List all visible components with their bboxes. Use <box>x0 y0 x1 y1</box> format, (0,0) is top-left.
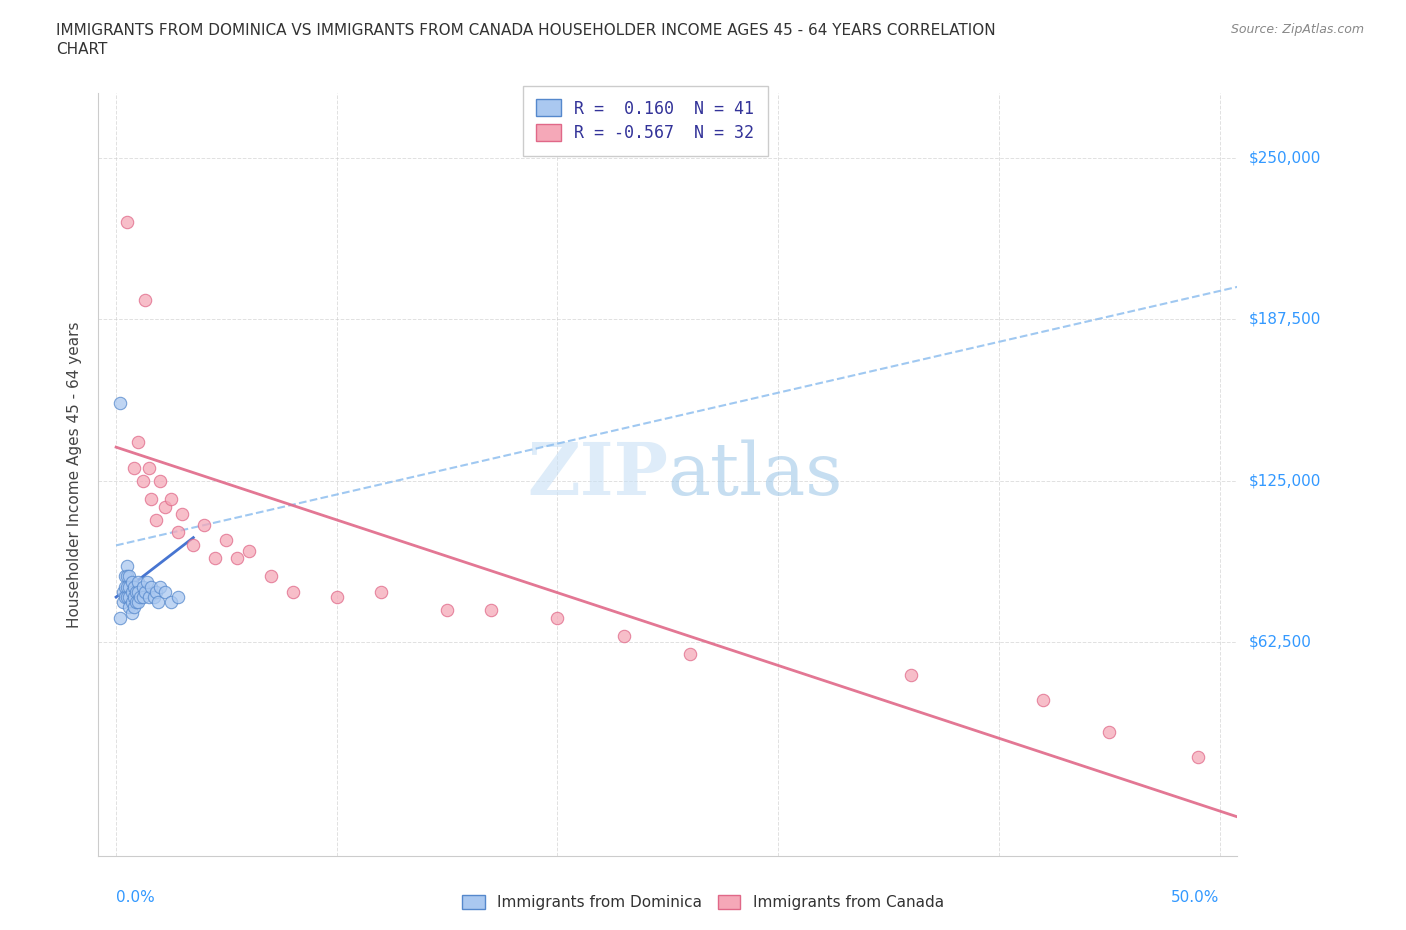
Point <box>238 543 260 558</box>
Point <box>129 590 152 604</box>
Point <box>118 579 141 594</box>
Text: $250,000: $250,000 <box>1249 150 1320 166</box>
Point <box>679 646 702 661</box>
Point <box>110 396 132 411</box>
Point <box>138 590 160 604</box>
Point <box>131 590 153 604</box>
Point <box>121 595 143 610</box>
Point <box>122 460 145 475</box>
Text: 50.0%: 50.0% <box>1171 890 1219 905</box>
Point <box>183 538 205 552</box>
Point <box>136 574 159 589</box>
Point <box>138 460 160 475</box>
Point <box>1032 693 1054 708</box>
Point <box>146 595 169 610</box>
Point <box>160 595 183 610</box>
Point <box>114 590 136 604</box>
Point <box>215 533 238 548</box>
Point <box>141 491 163 506</box>
Point <box>613 629 636 644</box>
Point <box>125 595 148 610</box>
Point <box>118 569 141 584</box>
Point <box>547 610 569 625</box>
Point <box>145 584 167 599</box>
Point <box>193 517 215 532</box>
Point <box>226 551 249 565</box>
Point <box>111 584 134 599</box>
Point <box>1098 724 1121 739</box>
Point <box>167 590 190 604</box>
Point <box>153 499 176 514</box>
Text: $62,500: $62,500 <box>1249 635 1312 650</box>
Point <box>121 584 143 599</box>
Y-axis label: Householder Income Ages 45 - 64 years: Householder Income Ages 45 - 64 years <box>67 321 83 628</box>
Point <box>118 600 141 615</box>
Point <box>115 569 138 584</box>
Point <box>436 603 458 618</box>
Text: $125,000: $125,000 <box>1249 473 1320 488</box>
Text: CHART: CHART <box>56 42 108 57</box>
Point <box>131 473 153 488</box>
Point <box>141 579 163 594</box>
Point <box>326 590 349 604</box>
Point <box>131 579 153 594</box>
Point <box>115 559 138 574</box>
Point <box>127 595 149 610</box>
Point <box>115 590 138 604</box>
Legend: Immigrants from Dominica, Immigrants from Canada: Immigrants from Dominica, Immigrants fro… <box>454 887 952 918</box>
Point <box>121 574 143 589</box>
Point <box>134 584 156 599</box>
Point <box>118 590 141 604</box>
Point <box>172 507 194 522</box>
Point <box>121 605 143 620</box>
Text: 0.0%: 0.0% <box>117 890 155 905</box>
Point <box>167 525 190 540</box>
Point <box>142 590 165 604</box>
Point <box>149 473 172 488</box>
Point <box>259 569 281 584</box>
Text: Source: ZipAtlas.com: Source: ZipAtlas.com <box>1230 23 1364 36</box>
Point <box>115 215 138 230</box>
Text: $187,500: $187,500 <box>1249 312 1320 326</box>
Point <box>114 569 136 584</box>
Text: atlas: atlas <box>668 439 844 510</box>
Point <box>900 667 922 682</box>
Point <box>110 610 132 625</box>
Point <box>114 579 136 594</box>
Point <box>145 512 167 527</box>
Point <box>122 590 145 604</box>
Point <box>122 579 145 594</box>
Point <box>122 600 145 615</box>
Point <box>134 292 156 307</box>
Point <box>127 574 149 589</box>
Point <box>111 595 134 610</box>
Point <box>153 584 176 599</box>
Point <box>115 579 138 594</box>
Point <box>370 584 392 599</box>
Text: IMMIGRANTS FROM DOMINICA VS IMMIGRANTS FROM CANADA HOUSEHOLDER INCOME AGES 45 - : IMMIGRANTS FROM DOMINICA VS IMMIGRANTS F… <box>56 23 995 38</box>
Point <box>204 551 226 565</box>
Point <box>479 603 502 618</box>
Point <box>127 434 149 449</box>
Point <box>160 491 183 506</box>
Point <box>281 584 304 599</box>
Point <box>125 584 148 599</box>
Legend: R =  0.160  N = 41, R = -0.567  N = 32: R = 0.160 N = 41, R = -0.567 N = 32 <box>523 86 768 155</box>
Point <box>1187 750 1209 764</box>
Point <box>127 584 149 599</box>
Text: ZIP: ZIP <box>527 439 668 510</box>
Point <box>149 579 172 594</box>
